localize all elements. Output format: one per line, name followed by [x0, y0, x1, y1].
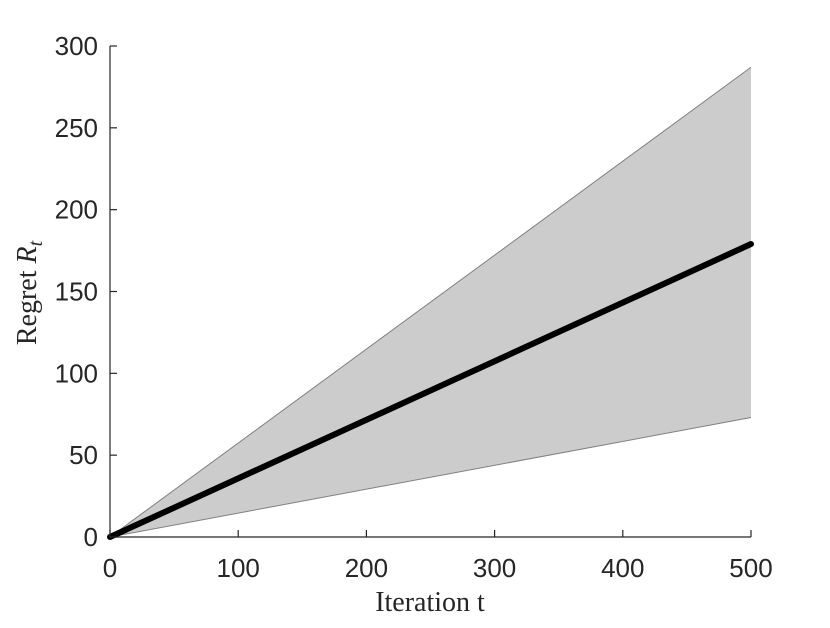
x-tick-label: 200: [345, 553, 388, 583]
x-tick-label: 300: [473, 553, 516, 583]
band-upper-edge: [109, 66, 752, 538]
x-tick-label: 400: [601, 553, 644, 583]
y-tick-label: 150: [55, 277, 98, 307]
y-axis-title-subscript: t: [25, 240, 47, 246]
y-tick-label: 300: [55, 31, 98, 61]
y-tick-label: 100: [55, 358, 98, 388]
x-tick-layer: 0 100 200 300 400 500: [103, 530, 773, 583]
series-line-layer: [107, 241, 754, 540]
x-tick-label: 0: [103, 553, 117, 583]
y-axis-title: Regret Rt: [12, 240, 47, 345]
y-axis-title-text: Regret: [12, 264, 43, 346]
x-tick-label: 100: [217, 553, 260, 583]
confidence-band-layer: [109, 66, 752, 538]
x-tick-label: 500: [729, 553, 772, 583]
band-lower-edge: [109, 417, 752, 538]
y-tick-label: 250: [55, 113, 98, 143]
x-axis-title: Iteration t: [375, 587, 485, 618]
y-axis-title-symbol: R: [12, 246, 43, 264]
y-tick-label: 200: [55, 195, 98, 225]
y-tick-label: 50: [69, 440, 98, 470]
series-line: [107, 241, 754, 540]
y-tick-label: 0: [84, 522, 98, 552]
y-tick-layer: 0 50 100 150 200 250 300: [55, 31, 117, 552]
